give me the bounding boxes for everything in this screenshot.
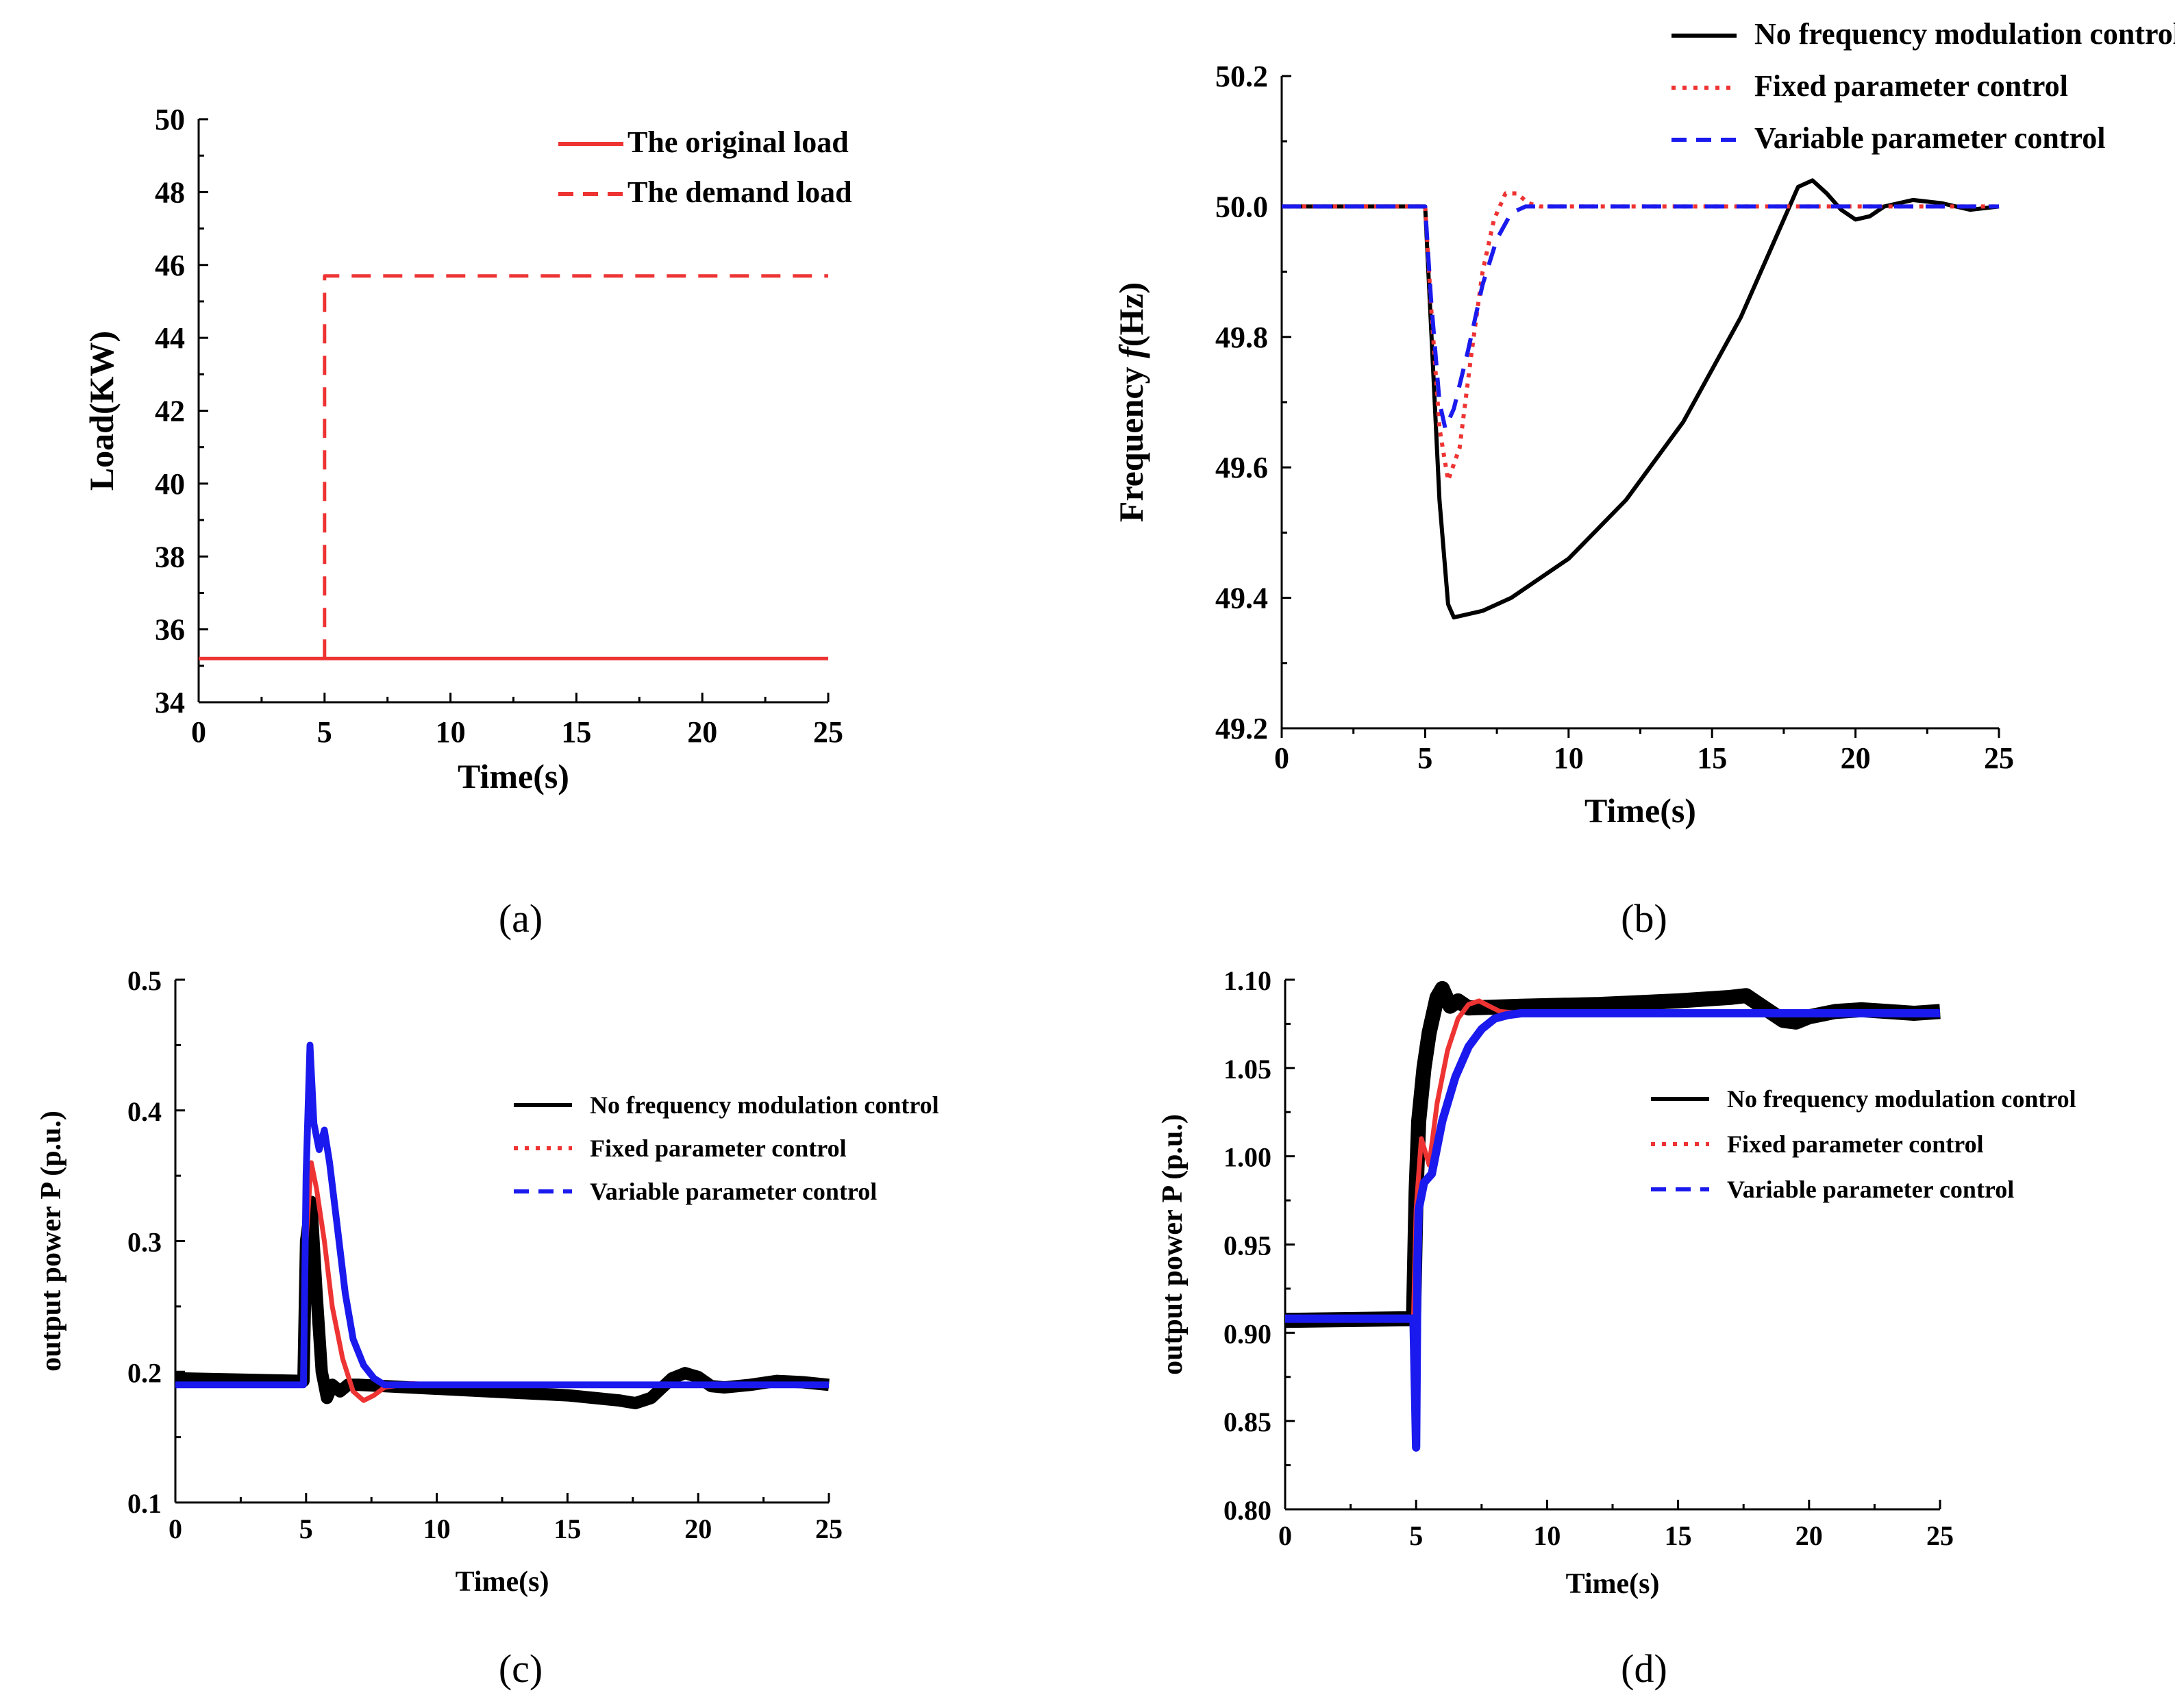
x-tick-label: 25 <box>1926 1520 1954 1551</box>
x-tick-label: 25 <box>1984 741 2014 775</box>
legend-label: Variable parameter control <box>590 1178 877 1205</box>
legend-label: Variable parameter control <box>1727 1176 2014 1203</box>
x-tick-label: 10 <box>1554 741 1584 775</box>
x-tick-label: 20 <box>1841 741 1871 775</box>
y-tick-label: 36 <box>155 613 185 647</box>
y-tick-label: 50 <box>155 103 185 136</box>
series-no-frequency-modulation-control <box>1282 178 2000 620</box>
x-tick-label: 0 <box>169 1513 182 1544</box>
x-tick-label: 25 <box>813 715 843 749</box>
y-tick-label: 48 <box>155 175 185 209</box>
y-tick-label: 50.0 <box>1215 190 1268 223</box>
x-tick-label: 5 <box>299 1513 313 1544</box>
panel-caption: (d) <box>1621 1646 1667 1691</box>
x-tick-label: 5 <box>317 715 332 749</box>
series-no-frequency-modulation-control <box>175 1199 830 1406</box>
legend: No frequency modulation control Fixed par… <box>1671 17 2175 155</box>
series-no-frequency-modulation-control-band <box>175 1196 830 1409</box>
y-tick-label: 0.2 <box>127 1357 162 1388</box>
series-fixed-parameter-control <box>1285 998 1940 1322</box>
x-tick-label: 20 <box>1795 1520 1823 1551</box>
series-variable-parameter-control <box>175 1042 829 1387</box>
x-tick-label: 20 <box>687 715 717 749</box>
x-tick-label: 15 <box>1697 741 1727 775</box>
x-tick-label: 15 <box>1665 1520 1692 1551</box>
chart-panel-d: 0 5 10 15 20 25 0.80 0.85 0.90 0.95 1.00 1.05 1.10 Ti… <box>1157 965 2076 1691</box>
y-tick-label: 0.3 <box>127 1227 162 1258</box>
x-tick-label: 0 <box>1274 741 1289 775</box>
panel-caption: (b) <box>1621 896 1667 941</box>
legend-label: The demand load <box>627 175 852 209</box>
y-tick-label: 0.1 <box>127 1488 162 1519</box>
series-variable-parameter-control <box>1282 204 1999 431</box>
legend-label: Fixed parameter control <box>590 1135 847 1162</box>
x-axis-label: Time(s) <box>456 1566 549 1598</box>
x-axis-label: Time(s) <box>1584 791 1696 830</box>
y-tick-label: 46 <box>155 249 185 282</box>
series-fixed-parameter-control <box>1282 191 1999 483</box>
legend-label: The original load <box>627 125 849 159</box>
chart-panel-c: 0 5 10 15 20 25 0.1 0.2 0.3 0.4 0.5 Time(s) output p… <box>36 965 939 1691</box>
legend: No frequency modulation control Fixed par… <box>514 1091 939 1205</box>
y-tick-label: 44 <box>155 321 185 355</box>
x-tick-label: 25 <box>815 1513 843 1544</box>
y-axis-label: output power P (p.u.) <box>36 1111 67 1372</box>
x-axis-label: Time(s) <box>458 757 569 795</box>
series-the-demand-load <box>323 274 828 659</box>
y-axis-label: output power P (p.u.) <box>1157 1114 1189 1375</box>
y-tick-label: 38 <box>155 540 185 573</box>
x-tick-label: 10 <box>423 1513 451 1544</box>
y-tick-label: 42 <box>155 395 185 428</box>
y-tick-label: 0.4 <box>127 1096 162 1127</box>
y-tick-label: 0.80 <box>1223 1495 1271 1526</box>
series-variable-parameter-control-band <box>1285 1008 1940 1452</box>
y-tick-label: 34 <box>155 686 185 719</box>
chart-panel-b: 0 5 10 15 20 25 49.2 49.4 49.6 49.8 50.0 50.2 Time(s… <box>1112 17 2175 941</box>
y-tick-label: 0.85 <box>1223 1407 1271 1437</box>
series-variable-parameter-control <box>1285 1011 1940 1450</box>
y-axis-label: Frequency f(Hz) <box>1112 282 1150 522</box>
x-tick-label: 5 <box>1409 1520 1423 1551</box>
y-tick-label: 0.90 <box>1223 1318 1271 1349</box>
panel-caption: (a) <box>499 896 543 941</box>
y-tick-label: 50.2 <box>1215 60 1268 93</box>
y-tick-label: 49.8 <box>1215 321 1268 354</box>
y-tick-label: 40 <box>155 467 185 501</box>
x-tick-label: 0 <box>1278 1520 1292 1551</box>
legend-label: No frequency modulation control <box>1727 1085 2076 1113</box>
legend: The original load The demand load <box>558 125 852 209</box>
y-tick-label: 1.05 <box>1223 1054 1271 1085</box>
y-tick-label: 0.5 <box>127 965 162 996</box>
legend: No frequency modulation control Fixed par… <box>1651 1085 2076 1203</box>
y-tick-label: 1.00 <box>1223 1142 1271 1173</box>
legend-label: No frequency modulation control <box>590 1091 939 1119</box>
y-tick-label: 0.95 <box>1223 1230 1271 1261</box>
x-tick-label: 20 <box>684 1513 712 1544</box>
y-tick-label: 49.2 <box>1215 712 1268 745</box>
legend-label: Fixed parameter control <box>1727 1130 1984 1158</box>
x-tick-label: 10 <box>1533 1520 1561 1551</box>
x-axis-label: Time(s) <box>1566 1568 1660 1600</box>
x-tick-label: 0 <box>191 715 206 749</box>
x-tick-label: 10 <box>436 715 466 749</box>
chart-panel-a: 0 5 10 15 20 25 34 36 38 40 42 44 46 48 50 Time(s) Load(… <box>82 103 852 941</box>
x-tick-label: 15 <box>561 715 591 749</box>
x-tick-label: 15 <box>554 1513 581 1544</box>
x-tick-label: 5 <box>1417 741 1432 775</box>
y-tick-label: 49.6 <box>1215 451 1268 484</box>
y-axis-label: Load(KW) <box>82 331 121 491</box>
legend-label: Fixed parameter control <box>1754 69 2068 103</box>
y-tick-label: 1.10 <box>1223 965 1271 996</box>
panel-caption: (c) <box>499 1646 543 1691</box>
legend-label: No frequency modulation control <box>1754 17 2175 51</box>
y-tick-label: 49.4 <box>1215 582 1268 615</box>
legend-label: Variable parameter control <box>1754 121 2105 155</box>
